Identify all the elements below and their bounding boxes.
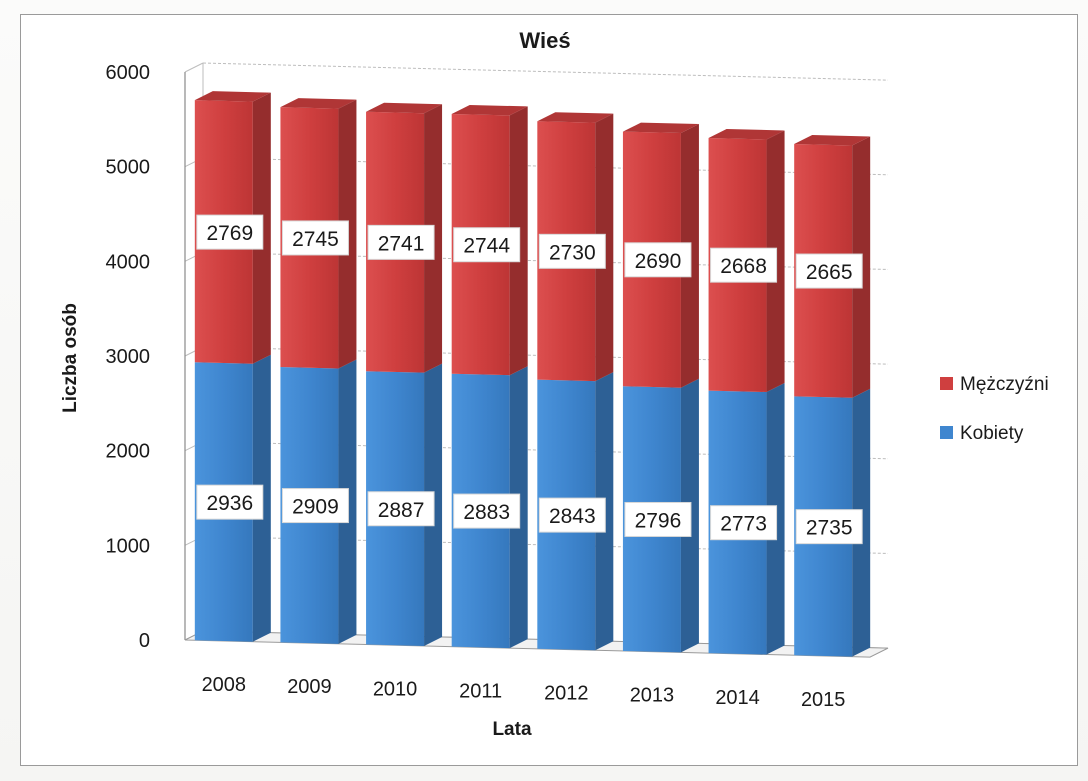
- data-label-kobiety-2008: 2936: [206, 492, 253, 515]
- data-label-kobiety-2015: 2735: [806, 517, 853, 540]
- data-label-mezczyzni-2014: 2668: [720, 255, 767, 278]
- x-tick-label: 2012: [544, 683, 589, 705]
- bar-mezczyzni-2010-top: [366, 102, 443, 114]
- y-tick-label: 5000: [106, 157, 151, 179]
- y-tick-label: 6000: [106, 62, 151, 84]
- data-label-box: [367, 491, 435, 527]
- data-label-box: [453, 493, 521, 529]
- data-label-box: [624, 501, 692, 537]
- data-label-mezczyzni-2009: 2745: [292, 228, 339, 251]
- x-axis-label: Lata: [492, 719, 532, 740]
- data-label-kobiety-2009: 2909: [292, 496, 339, 519]
- data-label-box: [281, 220, 349, 256]
- data-label-box: [710, 505, 778, 541]
- legend-swatch-mezczyzni: [940, 377, 953, 390]
- data-label-kobiety-2014: 2773: [720, 513, 767, 536]
- x-tick-label: 2015: [801, 689, 846, 711]
- x-tick-label: 2009: [287, 676, 332, 698]
- y-tick-label: 0: [139, 630, 150, 652]
- data-label-box: [367, 224, 435, 260]
- y-axis-label: Liczba osób: [60, 303, 81, 413]
- data-label-mezczyzni-2012: 2730: [549, 241, 596, 264]
- x-tick-label: 2011: [459, 680, 502, 702]
- chart-title: Wieś: [519, 28, 570, 53]
- data-label-mezczyzni-2013: 2690: [635, 250, 682, 273]
- bar-mezczyzni-2008-top: [194, 91, 271, 102]
- y-tick-label: 4000: [106, 251, 151, 273]
- bar-mezczyzni-2015-top: [794, 135, 871, 146]
- data-label-mezczyzni-2011: 2744: [463, 235, 510, 258]
- data-label-mezczyzni-2015: 2665: [806, 261, 853, 284]
- tick-labels: 0 1000 2000 3000 4000 5000 6000 2008 2009 2010 201…: [106, 62, 846, 711]
- x-tick-label: 2010: [373, 678, 418, 700]
- data-label-box: [196, 214, 264, 250]
- bar-mezczyzni-2014-top: [708, 129, 785, 140]
- legend-swatch-kobiety: [940, 426, 953, 439]
- data-label-kobiety-2010: 2887: [378, 499, 425, 522]
- data-label-mezczyzni-2010: 2741: [378, 232, 425, 255]
- legend-label-mezczyzni: Mężczyźni: [960, 374, 1049, 395]
- data-label-kobiety-2011: 2883: [463, 501, 510, 524]
- data-label-box: [196, 484, 264, 520]
- y-tick-label: 3000: [106, 346, 151, 368]
- data-labels: 2936 2769 2909 2745 2887 2741 2883 2744 2843 2730…: [196, 214, 863, 545]
- gridline-connector: [184, 62, 204, 73]
- x-tick-label: 2014: [715, 687, 760, 709]
- bar-mezczyzni-2012-top: [537, 112, 614, 123]
- data-label-kobiety-2013: 2796: [635, 509, 682, 532]
- x-tick-label: 2013: [630, 685, 675, 707]
- data-label-box: [710, 247, 778, 283]
- data-label-box: [795, 253, 863, 289]
- data-label-box: [453, 227, 521, 263]
- bar-mezczyzni-2011-top: [451, 104, 528, 116]
- data-label-box: [795, 509, 863, 545]
- data-label-box: [281, 488, 349, 524]
- data-label-box: [624, 242, 692, 278]
- gridline: [202, 62, 889, 81]
- bar-mezczyzni-2009-top: [280, 98, 357, 109]
- data-label-mezczyzni-2008: 2769: [206, 222, 253, 245]
- data-label-box: [538, 233, 606, 269]
- y-tick-label: 2000: [106, 441, 151, 463]
- legend: Mężczyźni Kobiety: [940, 374, 1049, 444]
- bar-mezczyzni-2013-top: [622, 122, 699, 134]
- y-tick-label: 1000: [106, 535, 151, 557]
- data-label-kobiety-2012: 2843: [549, 505, 596, 528]
- data-label-box: [538, 497, 606, 533]
- bars: [194, 91, 871, 657]
- x-tick-label: 2008: [202, 674, 247, 696]
- legend-label-kobiety: Kobiety: [960, 423, 1024, 444]
